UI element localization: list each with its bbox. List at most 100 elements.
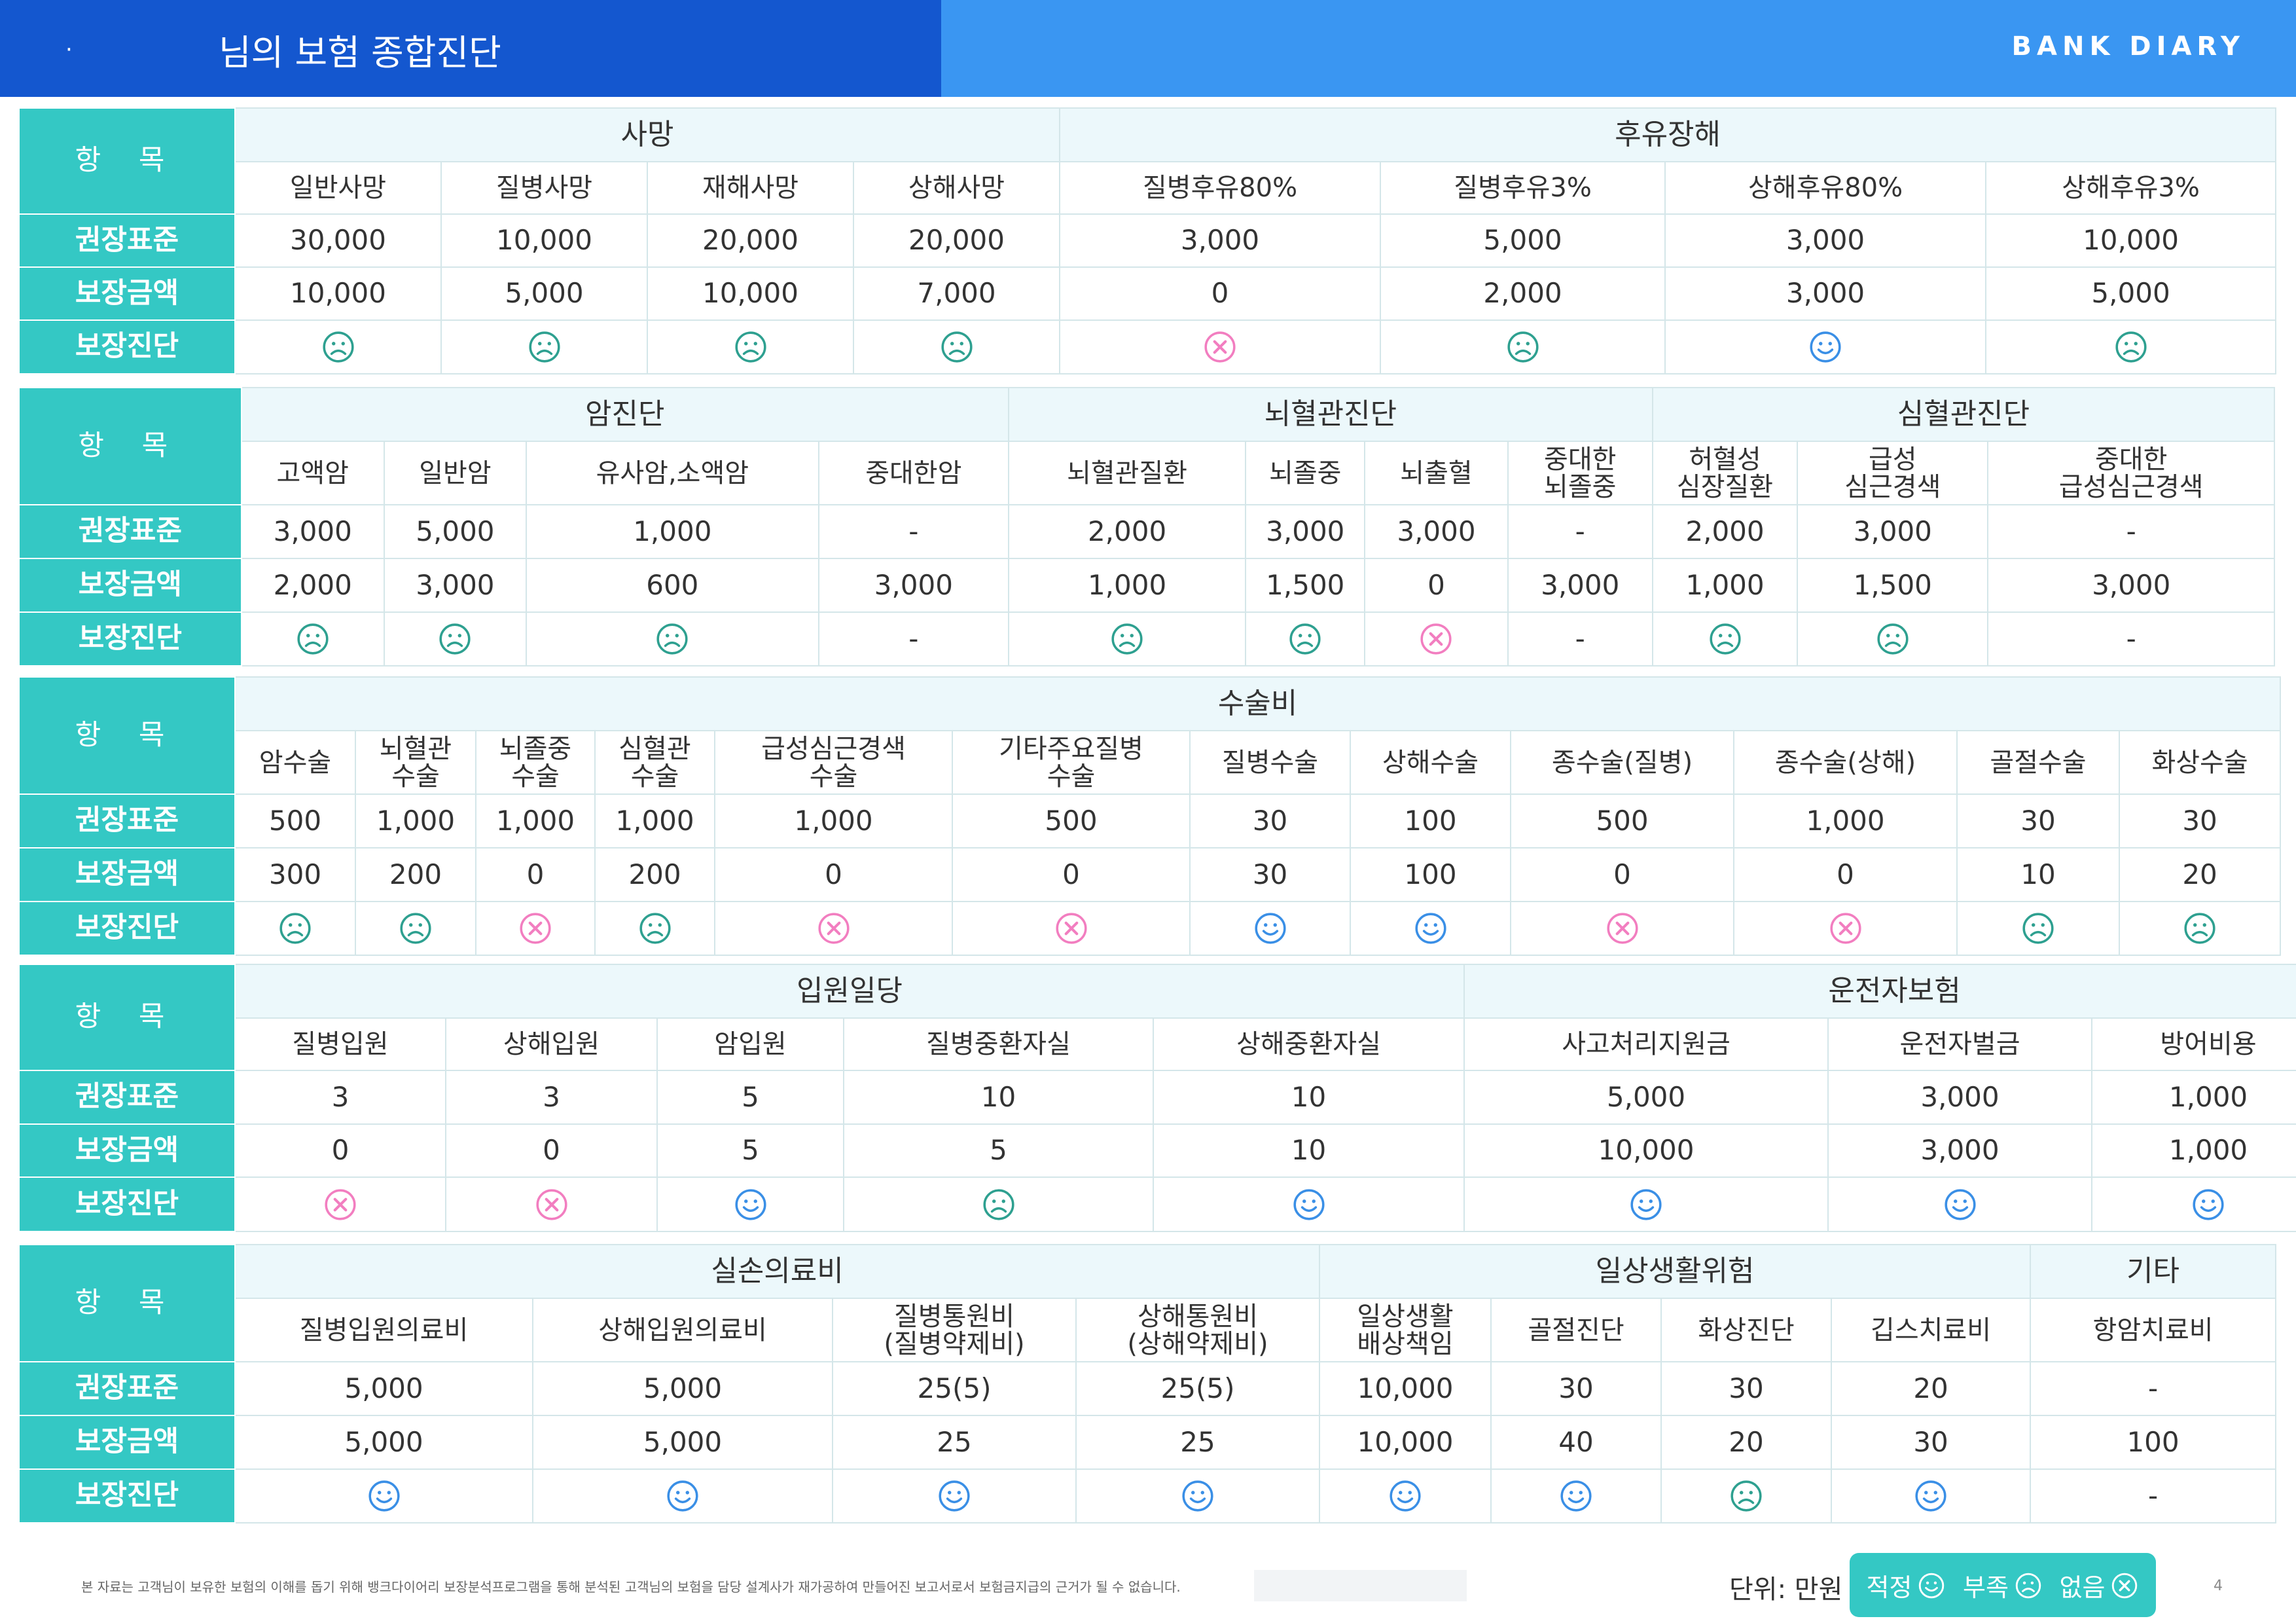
coverage-table-1: 항 목 사망 후유장해 일반사망 질병사망 재해사망 상해사망 질병후유80% 질병후유3% 상해… [18,107,2277,374]
diagnosis-cell [832,1468,1077,1523]
diagnosis-row: 보장진단 [18,319,2277,374]
item-name-line: 급성심근경색 [2058,471,2204,502]
diagnosis-cell [525,611,819,666]
diagnosis-cell [656,1176,844,1232]
smile-icon [1558,1478,1594,1512]
recommended-value: 5,000 [532,1361,833,1416]
group-header: 입원일당 [234,964,1465,1019]
covered-value: 600 [525,558,819,613]
recommended-row: 권장표준 3,000 5,000 1,000-2,000 3,000 3,000-2,00… [18,504,2275,559]
item-name: 깁스치료비 [1831,1298,2032,1362]
recommended-value: 1,000 [714,793,953,848]
unit-label: 단위: 만원 [1729,1575,1843,1605]
smile-icon [1808,329,1843,363]
group-header: 뇌혈관진단 [1007,387,1653,442]
diagnosis-cell [1380,319,1666,374]
item-name-line: 사고처리지원금 [1562,1029,1731,1059]
diagnosis-cell [1189,901,1351,956]
diagnosis-cell [2118,901,2282,956]
covered-value: 100 [2030,1415,2277,1470]
item-name: 중대한암 [817,441,1009,505]
group-row: 항 목 암진단 뇌혈관진단 심혈관진단 [18,387,2276,505]
item-name: 급성 심근경색 [1797,441,1989,505]
frown-icon [655,621,690,655]
item-name: 암수술 [234,730,356,795]
item-name: 상해입원의료비 [532,1298,833,1362]
group-header: 실손의료비 [234,1244,1321,1299]
diagnosis-cell [234,1176,446,1232]
frown-icon [1287,621,1323,655]
coverage-table-5: 항 목 실손의료비 일상생활위험 기타 질병입원의료비 상해입원의료비 질병통원비 (질병약제… [18,1244,2277,1523]
recommended-value: 500 [234,793,356,848]
smile-icon [1180,1478,1215,1512]
item-name-line: 질병사망 [495,173,593,203]
covered-row: 보장금액 0 0 5 5 10 10,000 3,000 1,000 [18,1123,2296,1178]
recommended-value: 3,000 [1797,504,1989,559]
recommended-row: 권장표준 5,000 5,000 25(5) 25(5) 10,000 30 30 20- [18,1361,2277,1416]
item-name-row: 암수술 뇌혈관 수술 뇌졸중 수술 심혈관 수술 급성심근경색 수술 기타주요질병 수술 질병수술 상해… [19,730,2282,795]
item-name-line: 상해사망 [908,173,1005,203]
covered-value: 0 [714,847,953,902]
item-name-line: (상해약제비) [1127,1328,1268,1359]
item-name: 종수술(질병) [1510,730,1734,795]
item-name: 운전자벌금 [1827,1017,2093,1071]
item-name: 뇌출혈 [1364,441,1509,505]
recommended-row: 권장표준 30,000 10,000 20,000 20,000 3,000 5,000 3,… [18,213,2277,268]
item-name-line: 급성 [1868,444,1917,475]
item-name-line: 뇌졸중 [499,733,572,764]
recommended-value: 3,000 [1245,504,1366,559]
recommended-value: 3,000 [1827,1070,2093,1125]
item-name-line: 심장질환 [1676,471,1774,502]
diagnosis-cell [355,901,476,956]
diagnosis-cell [1664,319,1987,374]
diagnosis-cell [1797,611,1989,666]
page-title: 님의 보험 종합진단 [219,32,501,73]
item-name-line: 종수술(질병) [1551,747,1693,778]
recommended-value: 3,000 [1664,213,1987,268]
coverage-table-2: 항 목 암진단 뇌혈관진단 심혈관진단 고액암 일반암 유사암,소액암 중대한암 뇌혈관질환 뇌졸… [18,387,2276,666]
item-name: 암입원 [656,1017,844,1071]
recommended-value: 30 [1490,1361,1662,1416]
recommended-value: 2,000 [1007,504,1247,559]
diagnosis-cell [1827,1176,2093,1232]
item-name: 뇌졸중 [1245,441,1366,505]
item-name-line: 암입원 [714,1029,787,1059]
diagnosis-cell [714,901,953,956]
covered-value: 200 [355,847,476,902]
group-row: 항 목 입원일당 운전자보험 [18,964,2296,1071]
item-name: 기타주요질병 수술 [952,730,1191,795]
covered-value: 25 [1075,1415,1321,1470]
group-header: 사망 [234,107,1061,162]
group-row: 항 목 사망 후유장해 [18,107,2277,215]
recommended-value: 5,000 [383,504,527,559]
item-name-line: 수술 [630,761,679,792]
covered-value: 1,000 [2091,1123,2296,1178]
item-name-line: 골절수술 [1990,747,2087,778]
recommended-value: 30 [1660,1361,1833,1416]
frown-icon [527,329,562,363]
diagnosis-cell [2091,1176,2296,1232]
item-name-line: 재해사망 [702,173,799,203]
row-label-diagnosis: 보장진단 [18,319,236,374]
item-name-row: 고액암 일반암 유사암,소액암 중대한암 뇌혈관질환 뇌졸중 뇌출혈 중대한 뇌졸중 허혈성 심장질… [19,441,2275,505]
recommended-value: 20,000 [647,213,854,268]
row-label-covered: 보장금액 [18,558,242,613]
covered-value: 25 [832,1415,1077,1470]
recommended-value: 10,000 [1985,213,2277,268]
item-name-line: 급성심근경색 [761,733,906,764]
recommended-value: 30 [1956,793,2120,848]
item-name-line: 유사암,소액암 [596,458,749,488]
x-circle-icon [1054,911,1089,944]
covered-value: 10,000 [647,266,854,321]
covered-value: 10,000 [234,266,442,321]
item-name: 상해후유3% [1985,161,2277,215]
covered-value: 5,000 [234,1415,533,1470]
item-name-line: 항암치료비 [2092,1315,2214,1345]
item-name-line: 질병통원비 [894,1301,1014,1332]
frown-icon [1505,329,1541,363]
smile-icon [1917,1570,1946,1601]
item-name-line: 뇌졸중 [1269,458,1342,488]
item-name: 상해통원비 (상해약제비) [1075,1298,1321,1362]
covered-value: 7,000 [852,266,1061,321]
item-name: 화상수술 [2118,730,2282,795]
